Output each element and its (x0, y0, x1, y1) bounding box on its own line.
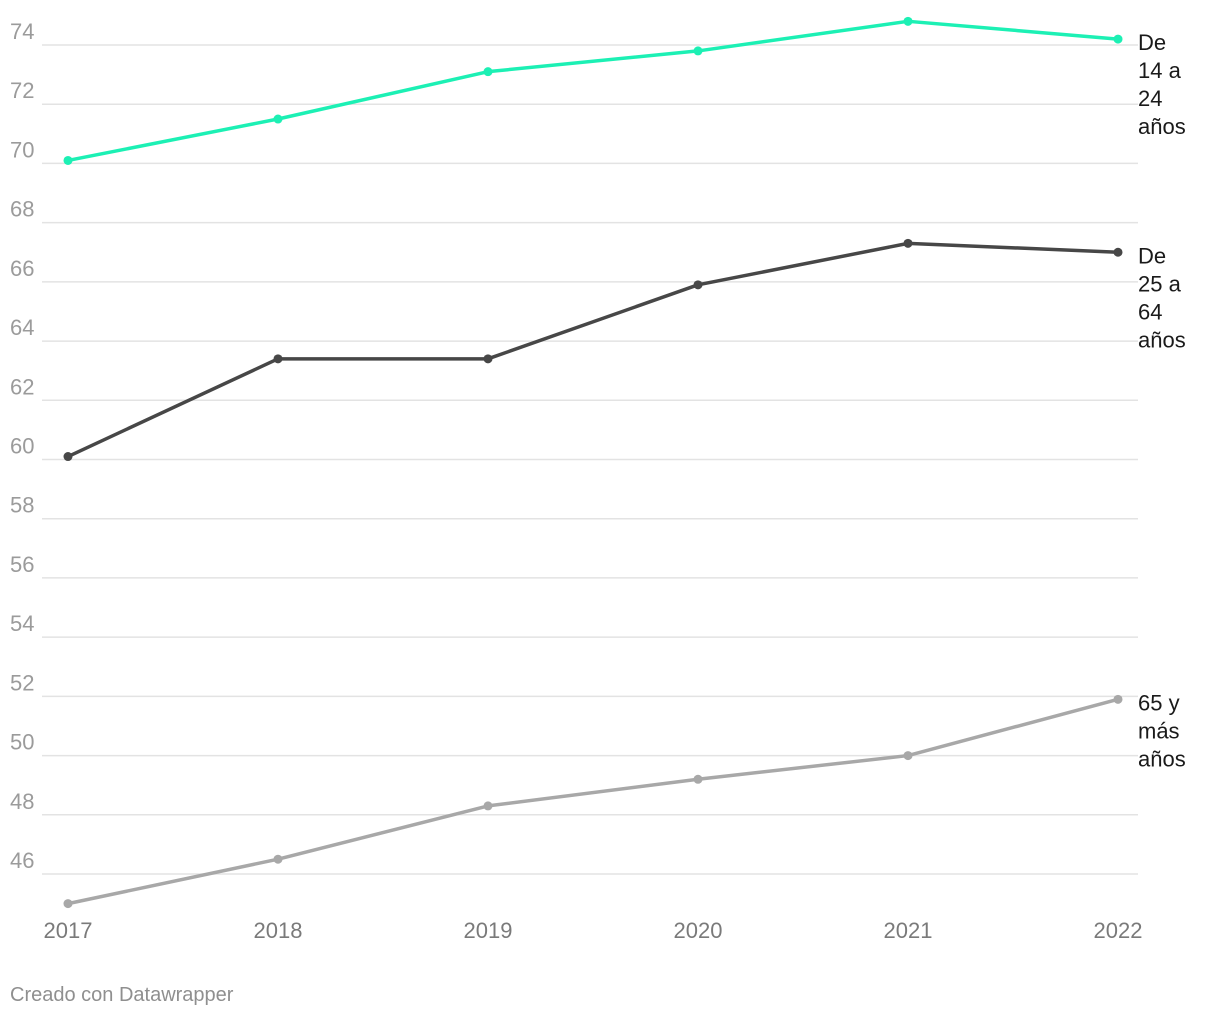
data-point (693, 280, 703, 290)
series-1 (63, 238, 1123, 462)
y-tick-label: 74 (10, 19, 34, 44)
series-2 (63, 694, 1123, 909)
data-point (483, 801, 493, 811)
y-tick-label: 56 (10, 552, 34, 577)
data-point (63, 452, 73, 462)
x-tick-label: 2020 (674, 918, 723, 943)
y-tick-label: 60 (10, 434, 34, 459)
y-tick-label: 46 (10, 848, 34, 873)
data-point (63, 899, 73, 909)
y-tick-label: 52 (10, 670, 34, 695)
data-point (63, 155, 73, 165)
data-point (483, 354, 493, 364)
data-point (273, 354, 283, 364)
gridlines (42, 44, 1138, 875)
data-point (693, 774, 703, 784)
series-labels: De 14 a 24 años De 25 a 64 años 65 y más años (1138, 30, 1186, 771)
series-label: De 14 a 24 años (1138, 30, 1186, 139)
data-point (273, 114, 283, 124)
y-tick-label: 54 (10, 611, 34, 636)
x-tick-label: 2017 (44, 918, 93, 943)
y-tick-label: 64 (10, 315, 34, 340)
x-tick-label: 2018 (254, 918, 303, 943)
y-axis-ticks: 46 48 50 52 54 56 58 60 62 64 66 68 70 72 74 (10, 19, 34, 873)
series-line (66, 19, 1120, 163)
footer-credit: Creado con Datawrapper (10, 984, 234, 1006)
data-point (903, 16, 913, 26)
y-tick-label: 62 (10, 374, 34, 399)
series-lines (63, 16, 1123, 909)
y-tick-label: 68 (10, 197, 34, 222)
data-point (1113, 694, 1123, 704)
data-point (1113, 34, 1123, 44)
y-tick-label: 70 (10, 137, 34, 162)
y-tick-label: 66 (10, 256, 34, 281)
x-tick-label: 2019 (464, 918, 513, 943)
series-line (66, 241, 1120, 459)
data-point (693, 46, 703, 56)
data-point (483, 67, 493, 77)
y-tick-label: 50 (10, 730, 34, 755)
data-point (903, 238, 913, 248)
series-label: 65 y más años (1138, 690, 1186, 771)
x-axis-ticks: 2017 2018 2019 2020 2021 2022 (44, 918, 1143, 943)
y-tick-label: 48 (10, 789, 34, 814)
series-label: De 25 a 64 años (1138, 243, 1186, 352)
data-point (903, 751, 913, 761)
data-point (1113, 247, 1123, 257)
data-point (273, 854, 283, 864)
series-line (66, 697, 1120, 906)
series-0 (63, 16, 1123, 165)
x-tick-label: 2021 (884, 918, 933, 943)
y-tick-label: 58 (10, 493, 34, 518)
x-tick-label: 2022 (1094, 918, 1143, 943)
y-tick-label: 72 (10, 78, 34, 103)
